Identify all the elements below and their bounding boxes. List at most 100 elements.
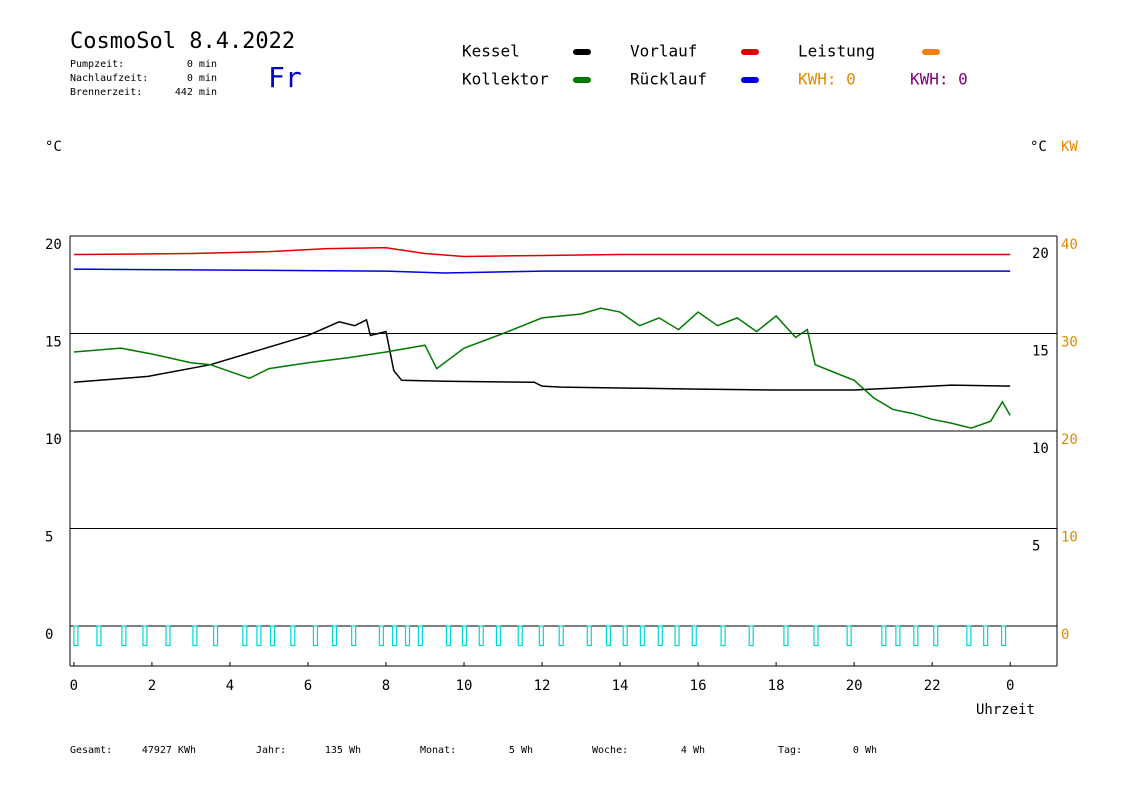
y2-tick-label: 40 [1061, 237, 1078, 253]
pulse [378, 625, 384, 647]
x-tick-label: 8 [382, 678, 390, 694]
pulse [478, 625, 484, 647]
pulse [720, 625, 726, 647]
pulse [748, 625, 754, 647]
footer-value: 4 Wh [681, 745, 705, 756]
pulse [913, 625, 919, 647]
pulse [461, 625, 468, 647]
pulse [192, 625, 198, 647]
pulse [404, 625, 411, 647]
weekday: Fr [268, 61, 302, 94]
pulse [331, 625, 338, 647]
series-line [73, 246, 1011, 258]
right-tick-label: 10 [1032, 441, 1049, 457]
info-label: Pumpzeit: [70, 59, 124, 70]
pulse [392, 625, 398, 647]
footer-label: Jahr: [256, 745, 286, 756]
info-value: 442 min [175, 87, 217, 98]
pulse [142, 625, 148, 647]
pulse [558, 625, 564, 647]
pulse [933, 625, 939, 647]
x-tick-label: 0 [70, 678, 78, 694]
legend-label: Kollektor [462, 70, 549, 89]
x-tick-label: 18 [768, 678, 785, 694]
x-tick-label: 4 [226, 678, 234, 694]
series-line [73, 307, 1011, 429]
info-value: 0 min [187, 59, 217, 70]
pulse [96, 625, 102, 647]
pulse [813, 625, 819, 647]
pulse [445, 625, 452, 647]
y2-tick-label: 10 [1061, 530, 1078, 546]
x-tick-label: 6 [304, 678, 312, 694]
pulse [881, 625, 887, 647]
pulse [622, 625, 628, 647]
y-tick-label: 10 [45, 432, 62, 448]
footer-value: 135 Wh [325, 745, 361, 756]
legend-label: Vorlauf [630, 42, 697, 61]
footer-value: 47927 KWh [142, 745, 196, 756]
pulse [73, 625, 79, 647]
pulse [417, 625, 423, 647]
x-tick-label: 10 [456, 678, 473, 694]
footer-value: 5 Wh [509, 745, 533, 756]
pulse [895, 625, 901, 647]
pulse [586, 625, 592, 647]
pulse [846, 625, 852, 647]
pulse [495, 625, 501, 647]
pulse [1001, 625, 1007, 647]
series-line [73, 318, 1011, 391]
x-tick-label: 16 [690, 678, 707, 694]
pulse [674, 625, 680, 647]
x-tick-label: 14 [612, 678, 629, 694]
right-unit: °C [1030, 139, 1047, 155]
x-tick-label: 0 [1006, 678, 1014, 694]
legend-label: Kessel [462, 42, 520, 61]
legend-label: Leistung [798, 42, 875, 61]
legend-label: Rücklauf [630, 70, 707, 89]
pulse [657, 625, 663, 647]
x-tick-label: 22 [924, 678, 941, 694]
series-line [73, 268, 1011, 274]
right-tick-label: 20 [1032, 246, 1049, 262]
pulse [639, 625, 645, 647]
pulse [121, 625, 127, 647]
info-label: Brennerzeit: [70, 87, 142, 98]
y-tick-label: 20 [45, 237, 62, 253]
y-unit: °C [45, 139, 62, 155]
pulse [966, 625, 972, 647]
y2-tick-label: 20 [1061, 432, 1078, 448]
kwh-label: KWH: 0 [798, 70, 856, 89]
x-tick-label: 12 [534, 678, 551, 694]
y2-tick-label: 0 [1061, 627, 1069, 643]
pulse [165, 625, 171, 647]
y-tick-label: 15 [45, 335, 62, 351]
pulse [351, 625, 357, 647]
x-tick-label: 2 [148, 678, 156, 694]
x-label: Uhrzeit [976, 702, 1035, 718]
y-tick-label: 5 [45, 530, 53, 546]
title: CosmoSol 8.4.2022 [70, 29, 295, 54]
pulse [783, 625, 789, 647]
right-tick-label: 15 [1032, 344, 1049, 360]
info-value: 0 min [187, 73, 217, 84]
footer-label: Woche: [592, 745, 628, 756]
pulse [242, 625, 248, 647]
pulse [212, 625, 219, 647]
x-tick-label: 20 [846, 678, 863, 694]
pulse [538, 625, 544, 647]
y-tick-label: 0 [45, 627, 53, 643]
pulse [269, 625, 276, 647]
info-label: Nachlaufzeit: [70, 73, 148, 84]
pulse [312, 625, 319, 647]
footer-value: 0 Wh [853, 745, 877, 756]
pulse [605, 625, 612, 647]
pulse [517, 625, 523, 647]
pulse [983, 625, 989, 647]
footer-label: Tag: [778, 745, 802, 756]
right-tick-label: 5 [1032, 539, 1040, 555]
y2-unit: KW [1061, 139, 1078, 155]
pulse [256, 625, 262, 647]
footer-label: Gesamt: [70, 745, 112, 756]
